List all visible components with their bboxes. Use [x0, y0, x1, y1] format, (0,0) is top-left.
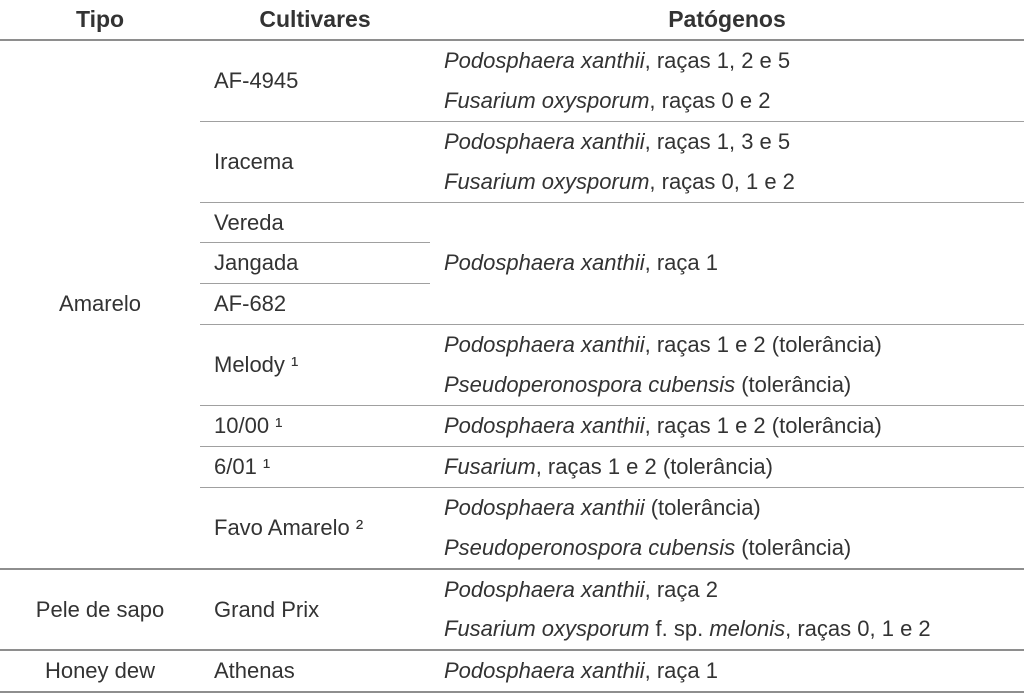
pathogen-detail: , raça 2 [645, 577, 718, 602]
pathogen-detail: , raças 1 e 2 (tolerância) [645, 413, 882, 438]
pathogen-name: Fusarium oxysporum [444, 616, 649, 641]
patogeno-cell: Podosphaera xanthii, raças 1 e 2 (tolerâ… [430, 325, 1024, 365]
pathogen-name: Pseudoperonospora cubensis [444, 535, 735, 560]
patogeno-cell: Podosphaera xanthii, raças 1 e 2 (tolerâ… [430, 406, 1024, 447]
cultivar-601: 6/01 ¹ [200, 446, 430, 487]
pathogen-detail: , raça 1 [645, 658, 718, 683]
patogeno-cell: Podosphaera xanthii, raça 1 [430, 202, 1024, 325]
cultivar-af4945: AF-4945 [200, 40, 430, 121]
pathogen-detail: , raças 0, 1 e 2 [785, 616, 931, 641]
patogeno-cell: Podosphaera xanthii (tolerância) [430, 487, 1024, 527]
header-patogenos: Patógenos [430, 0, 1024, 40]
pathogen-detail: (tolerância) [645, 495, 761, 520]
pathogen-detail: (tolerância) [735, 535, 851, 560]
pathogen-detail: , raças 1 e 2 (tolerância) [645, 332, 882, 357]
patogeno-cell: Fusarium oxysporum f. sp. melonis, raças… [430, 609, 1024, 650]
pathogen-detail: (tolerância) [735, 372, 851, 397]
pathogen-name: Fusarium oxysporum [444, 88, 649, 113]
cultivar-iracema: Iracema [200, 121, 430, 202]
patogeno-cell: Podosphaera xanthii, raças 1, 3 e 5 [430, 121, 1024, 161]
cultivar-grand-prix: Grand Prix [200, 569, 430, 651]
header-tipo: Tipo [0, 0, 200, 40]
patogeno-cell: Podosphaera xanthii, raça 2 [430, 569, 1024, 610]
patogeno-cell: Fusarium oxysporum, raças 0 e 2 [430, 81, 1024, 121]
pathogen-name: Podosphaera xanthii [444, 658, 645, 683]
cultivar-af682: AF-682 [200, 284, 430, 325]
patogeno-cell: Pseudoperonospora cubensis (tolerância) [430, 528, 1024, 569]
pathogen-mid: f. sp. [649, 616, 709, 641]
pathogen-name: Fusarium oxysporum [444, 169, 649, 194]
table-header-row: Tipo Cultivares Patógenos [0, 0, 1024, 40]
tipo-pele-de-sapo: Pele de sapo [0, 569, 200, 651]
cultivar-melody: Melody ¹ [200, 325, 430, 406]
pathogen-name: Podosphaera xanthii [444, 250, 645, 275]
pathogen-name: Podosphaera xanthii [444, 332, 645, 357]
pathogen-name: melonis [709, 616, 785, 641]
pathogen-name: Pseudoperonospora cubensis [444, 372, 735, 397]
cultivar-athenas: Athenas [200, 650, 430, 692]
patogeno-cell: Fusarium oxysporum, raças 0, 1 e 2 [430, 162, 1024, 202]
pathogen-name: Fusarium [444, 454, 536, 479]
pathogen-name: Podosphaera xanthii [444, 413, 645, 438]
table-row: Pele de sapo Grand Prix Podosphaera xant… [0, 569, 1024, 610]
cultivar-favo-amarelo: Favo Amarelo ² [200, 487, 430, 568]
pathogen-detail: , raças 1, 3 e 5 [645, 129, 791, 154]
cultivar-jangada: Jangada [200, 243, 430, 284]
header-cultivares: Cultivares [200, 0, 430, 40]
tipo-honey-dew: Honey dew [0, 650, 200, 692]
patogeno-cell: Pseudoperonospora cubensis (tolerância) [430, 365, 1024, 405]
pathogen-detail: , raças 1, 2 e 5 [645, 48, 791, 73]
pathogen-name: Podosphaera xanthii [444, 495, 645, 520]
cultivar-table: Tipo Cultivares Patógenos Amarelo AF-494… [0, 0, 1024, 693]
pathogen-name: Podosphaera xanthii [444, 48, 645, 73]
patogeno-cell: Fusarium, raças 1 e 2 (tolerância) [430, 446, 1024, 487]
patogeno-cell: Podosphaera xanthii, raça 1 [430, 650, 1024, 692]
table-row: Honey dew Athenas Podosphaera xanthii, r… [0, 650, 1024, 692]
cultivar-1000: 10/00 ¹ [200, 406, 430, 447]
table-row: Amarelo AF-4945 Podosphaera xanthii, raç… [0, 40, 1024, 81]
pathogen-name: Podosphaera xanthii [444, 129, 645, 154]
pathogen-detail: , raças 0, 1 e 2 [649, 169, 795, 194]
pathogen-detail: , raças 1 e 2 (tolerância) [536, 454, 773, 479]
patogeno-cell: Podosphaera xanthii, raças 1, 2 e 5 [430, 40, 1024, 81]
cultivar-vereda: Vereda [200, 202, 430, 243]
pathogen-name: Podosphaera xanthii [444, 577, 645, 602]
pathogen-detail: , raças 0 e 2 [649, 88, 770, 113]
tipo-amarelo: Amarelo [0, 40, 200, 569]
pathogen-detail: , raça 1 [645, 250, 718, 275]
